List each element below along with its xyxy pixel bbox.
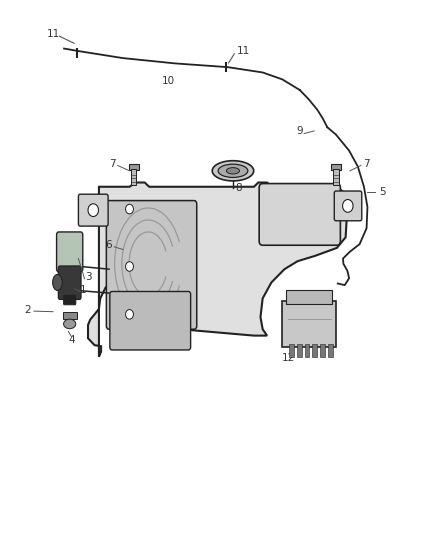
Bar [331, 165, 341, 169]
Circle shape [126, 310, 134, 319]
Bar [129, 165, 139, 169]
Bar [312, 344, 317, 357]
Ellipse shape [64, 319, 76, 329]
Text: 10: 10 [162, 77, 175, 86]
Ellipse shape [53, 274, 62, 290]
Text: 7: 7 [109, 159, 115, 169]
FancyBboxPatch shape [58, 266, 81, 300]
Bar [289, 344, 293, 357]
Ellipse shape [218, 164, 248, 177]
FancyBboxPatch shape [57, 232, 83, 272]
Circle shape [343, 199, 353, 212]
FancyBboxPatch shape [110, 292, 191, 350]
FancyBboxPatch shape [64, 295, 76, 305]
Bar [63, 312, 77, 319]
Circle shape [126, 262, 134, 271]
FancyBboxPatch shape [106, 200, 197, 329]
Bar [328, 344, 333, 357]
Polygon shape [88, 182, 348, 357]
Bar [333, 168, 339, 184]
FancyBboxPatch shape [78, 194, 108, 226]
FancyBboxPatch shape [283, 301, 336, 347]
Bar [297, 344, 301, 357]
Circle shape [88, 204, 99, 216]
Circle shape [126, 204, 134, 214]
Text: 2: 2 [25, 305, 31, 315]
Text: 12: 12 [282, 353, 296, 363]
Bar [131, 168, 137, 184]
Text: 9: 9 [297, 126, 303, 136]
FancyBboxPatch shape [286, 290, 332, 304]
Text: 11: 11 [46, 29, 60, 39]
Bar [320, 344, 325, 357]
Text: 4: 4 [68, 335, 75, 345]
FancyBboxPatch shape [334, 191, 362, 221]
FancyBboxPatch shape [259, 183, 340, 245]
Text: 5: 5 [379, 187, 386, 197]
Bar [304, 344, 309, 357]
Text: 11: 11 [237, 46, 250, 56]
Text: 1: 1 [79, 286, 86, 295]
Ellipse shape [226, 167, 240, 174]
Text: 8: 8 [235, 183, 242, 193]
Text: 3: 3 [85, 272, 92, 282]
Ellipse shape [212, 161, 254, 181]
Text: 7: 7 [363, 159, 370, 169]
Text: 6: 6 [106, 240, 112, 250]
